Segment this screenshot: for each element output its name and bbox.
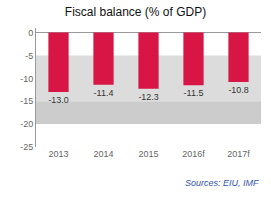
- svg-text:Sources: EIU, IMF: Sources: EIU, IMF: [185, 178, 259, 188]
- svg-text:-10.8: -10.8: [228, 85, 248, 95]
- svg-text:-12.3: -12.3: [138, 92, 158, 102]
- svg-text:-13.0: -13.0: [48, 95, 68, 105]
- svg-text:-20: -20: [20, 119, 33, 129]
- svg-text:0: 0: [28, 28, 33, 38]
- svg-text:2016f: 2016f: [182, 149, 205, 159]
- svg-text:2017f: 2017f: [227, 149, 250, 159]
- svg-text:-25: -25: [20, 142, 33, 152]
- svg-text:2014: 2014: [93, 149, 113, 159]
- svg-text:-11.4: -11.4: [94, 88, 114, 98]
- svg-text:-11.5: -11.5: [184, 88, 204, 98]
- svg-text:-5: -5: [25, 51, 33, 61]
- svg-text:-10: -10: [20, 74, 33, 84]
- svg-text:2013: 2013: [48, 149, 68, 159]
- svg-text:2015: 2015: [138, 149, 158, 159]
- svg-text:-15: -15: [20, 96, 33, 106]
- svg-text:Fiscal balance (% of GDP): Fiscal balance (% of GDP): [65, 5, 206, 19]
